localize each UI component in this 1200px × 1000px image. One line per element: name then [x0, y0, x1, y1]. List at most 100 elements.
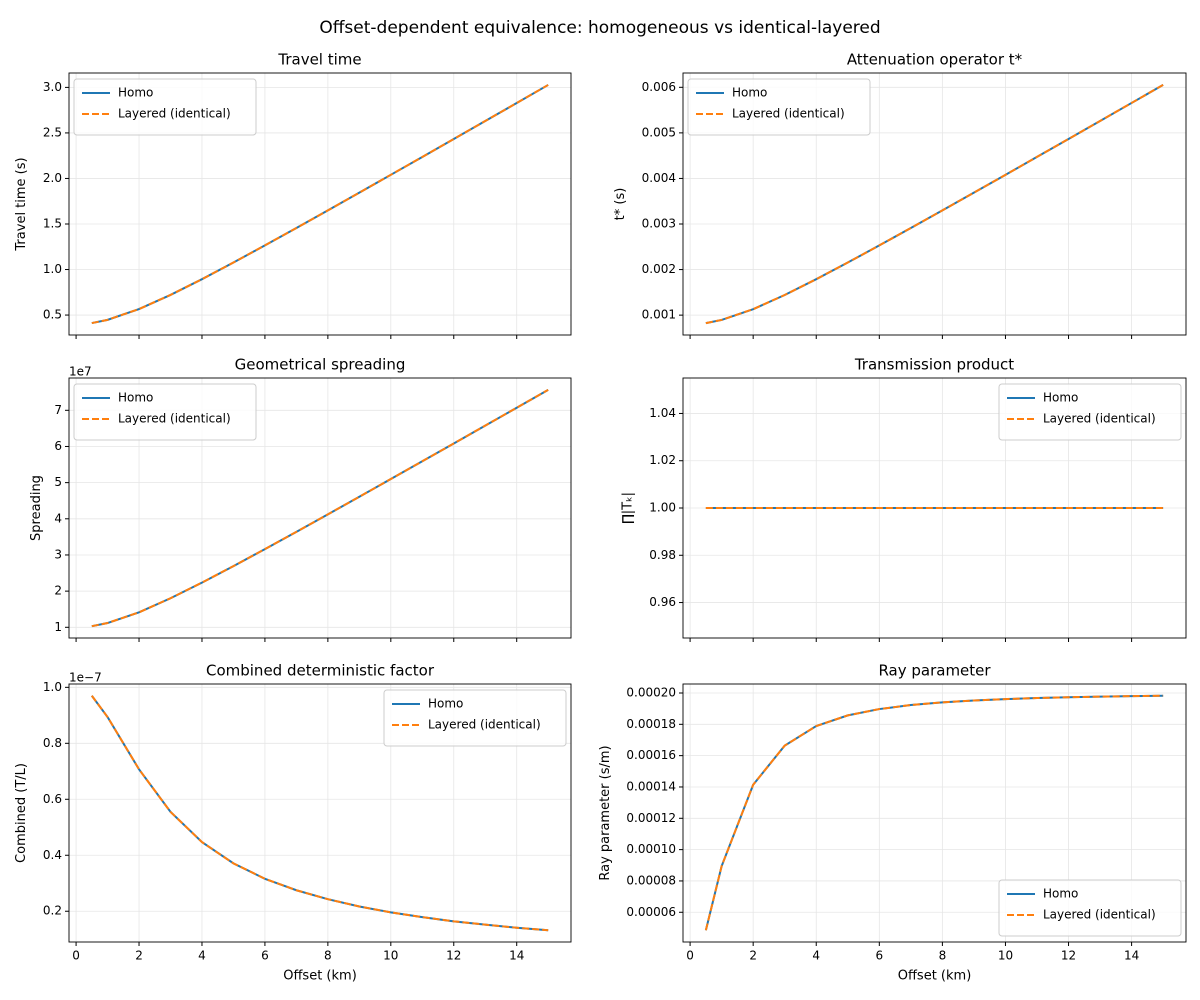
- series-line: [705, 84, 1164, 325]
- x-tick-label: 0: [72, 949, 80, 963]
- y-tick-label: 0.00008: [626, 873, 676, 887]
- y-tick-label: 0.006: [642, 80, 676, 94]
- y-tick-label: 2.5: [43, 125, 62, 139]
- y-tick-label: 0.96: [649, 595, 676, 609]
- y-tick-label: 0.00006: [626, 905, 676, 919]
- y-tick-label: 0.00018: [626, 717, 676, 731]
- y-tick-label: 3: [54, 547, 62, 561]
- axes-frame: [682, 72, 1187, 336]
- legend-label: Homo: [732, 86, 767, 100]
- x-tick-label: 6: [261, 949, 269, 963]
- x-tick-label: 14: [509, 949, 524, 963]
- x-tick-label: 12: [446, 949, 461, 963]
- y-tick-label: 1.0: [43, 680, 62, 694]
- x-tick-label: 12: [1061, 949, 1076, 963]
- y-tick-label: 0.98: [649, 548, 676, 562]
- y-tick-label: 0.00020: [626, 685, 676, 699]
- x-tick-label: 4: [198, 949, 206, 963]
- y-tick-label: 0.003: [642, 217, 676, 231]
- y-tick-label: 0.6: [43, 792, 62, 806]
- y-offset-label: 1e−7: [69, 671, 102, 685]
- y-tick-label: 5: [54, 475, 62, 489]
- y-axis-label: t* (s): [613, 188, 628, 221]
- y-tick-label: 1: [54, 620, 62, 634]
- x-tick-label: 8: [939, 949, 947, 963]
- legend-label: Layered (identical): [118, 412, 231, 426]
- legend-box: [73, 78, 257, 136]
- y-tick-label: 0.8: [43, 736, 62, 750]
- y-tick-label: 1.00: [649, 501, 676, 515]
- series-line: [91, 695, 549, 932]
- y-tick-label: 1.02: [649, 453, 676, 467]
- legend-label: Homo: [1043, 391, 1078, 405]
- axes-title: Combined deterministic factor: [206, 662, 435, 680]
- legend-label: Layered (identical): [1043, 908, 1156, 922]
- y-tick-label: 4: [54, 511, 62, 525]
- y-tick-label: 0.002: [642, 262, 676, 276]
- series-line: [91, 84, 549, 325]
- legend-label: Layered (identical): [428, 718, 541, 732]
- y-tick-label: 2: [54, 584, 62, 598]
- x-tick-label: 6: [875, 949, 883, 963]
- y-tick-label: 2.0: [43, 171, 62, 185]
- axes-frame: [68, 683, 572, 943]
- x-axis-label: Offset (km): [898, 969, 972, 984]
- legend-label: Layered (identical): [1043, 412, 1156, 426]
- x-tick-label: 10: [383, 949, 398, 963]
- axes-frame: [68, 377, 572, 639]
- y-offset-label: 1e7: [69, 365, 92, 379]
- axes-title: Ray parameter: [878, 662, 991, 680]
- axes-title: Transmission product: [854, 356, 1014, 374]
- legend-box: [687, 78, 871, 136]
- y-tick-label: 0.00016: [626, 748, 676, 762]
- axes-frame: [682, 683, 1187, 943]
- y-tick-label: 1.04: [649, 406, 676, 420]
- x-axis-label: Offset (km): [283, 969, 357, 984]
- series-line: [91, 388, 549, 628]
- y-axis-label: Travel time (s): [14, 157, 29, 251]
- x-tick-label: 4: [812, 949, 820, 963]
- series-line: [704, 694, 1164, 931]
- legend-label: Layered (identical): [732, 107, 845, 121]
- x-tick-label: 10: [998, 949, 1013, 963]
- legend-label: Homo: [118, 86, 153, 100]
- figure-title: Offset-dependent equivalence: homogeneou…: [319, 18, 880, 38]
- axes-frame: [682, 377, 1187, 639]
- y-tick-label: 3.0: [43, 80, 62, 94]
- y-tick-label: 0.00012: [626, 811, 676, 825]
- y-tick-label: 1.5: [43, 216, 62, 230]
- legend-label: Homo: [428, 697, 463, 711]
- y-tick-label: 0.00014: [626, 779, 676, 793]
- y-tick-label: 0.001: [642, 308, 676, 322]
- y-tick-label: 6: [54, 439, 62, 453]
- y-tick-label: 7: [54, 403, 62, 417]
- legend-box: [998, 879, 1182, 937]
- x-tick-label: 2: [749, 949, 757, 963]
- legend-label: Homo: [118, 391, 153, 405]
- legend-label: Homo: [1043, 887, 1078, 901]
- y-axis-label: Combined (T/L): [14, 763, 29, 863]
- y-axis-label: Spreading: [29, 475, 44, 541]
- x-tick-label: 8: [324, 949, 332, 963]
- legend-box: [998, 383, 1182, 441]
- legend-label: Layered (identical): [118, 107, 231, 121]
- axes-title: Travel time: [277, 51, 361, 69]
- y-tick-label: 0.5: [43, 308, 62, 322]
- axes-frame: [68, 72, 572, 336]
- y-tick-label: 0.004: [642, 171, 676, 185]
- legend-box: [383, 689, 567, 747]
- y-tick-label: 0.005: [642, 125, 676, 139]
- y-tick-label: 0.4: [43, 848, 62, 862]
- y-axis-label: ∏|Tₖ|: [621, 492, 636, 524]
- y-tick-label: 0.2: [43, 904, 62, 918]
- legend-box: [73, 383, 257, 441]
- x-tick-label: 2: [135, 949, 143, 963]
- y-tick-label: 0.00010: [626, 842, 676, 856]
- y-tick-label: 1.0: [43, 262, 62, 276]
- x-tick-label: 0: [686, 949, 694, 963]
- axes-title: Geometrical spreading: [235, 356, 406, 374]
- x-tick-label: 14: [1124, 949, 1139, 963]
- axes-title: Attenuation operator t*: [847, 51, 1023, 69]
